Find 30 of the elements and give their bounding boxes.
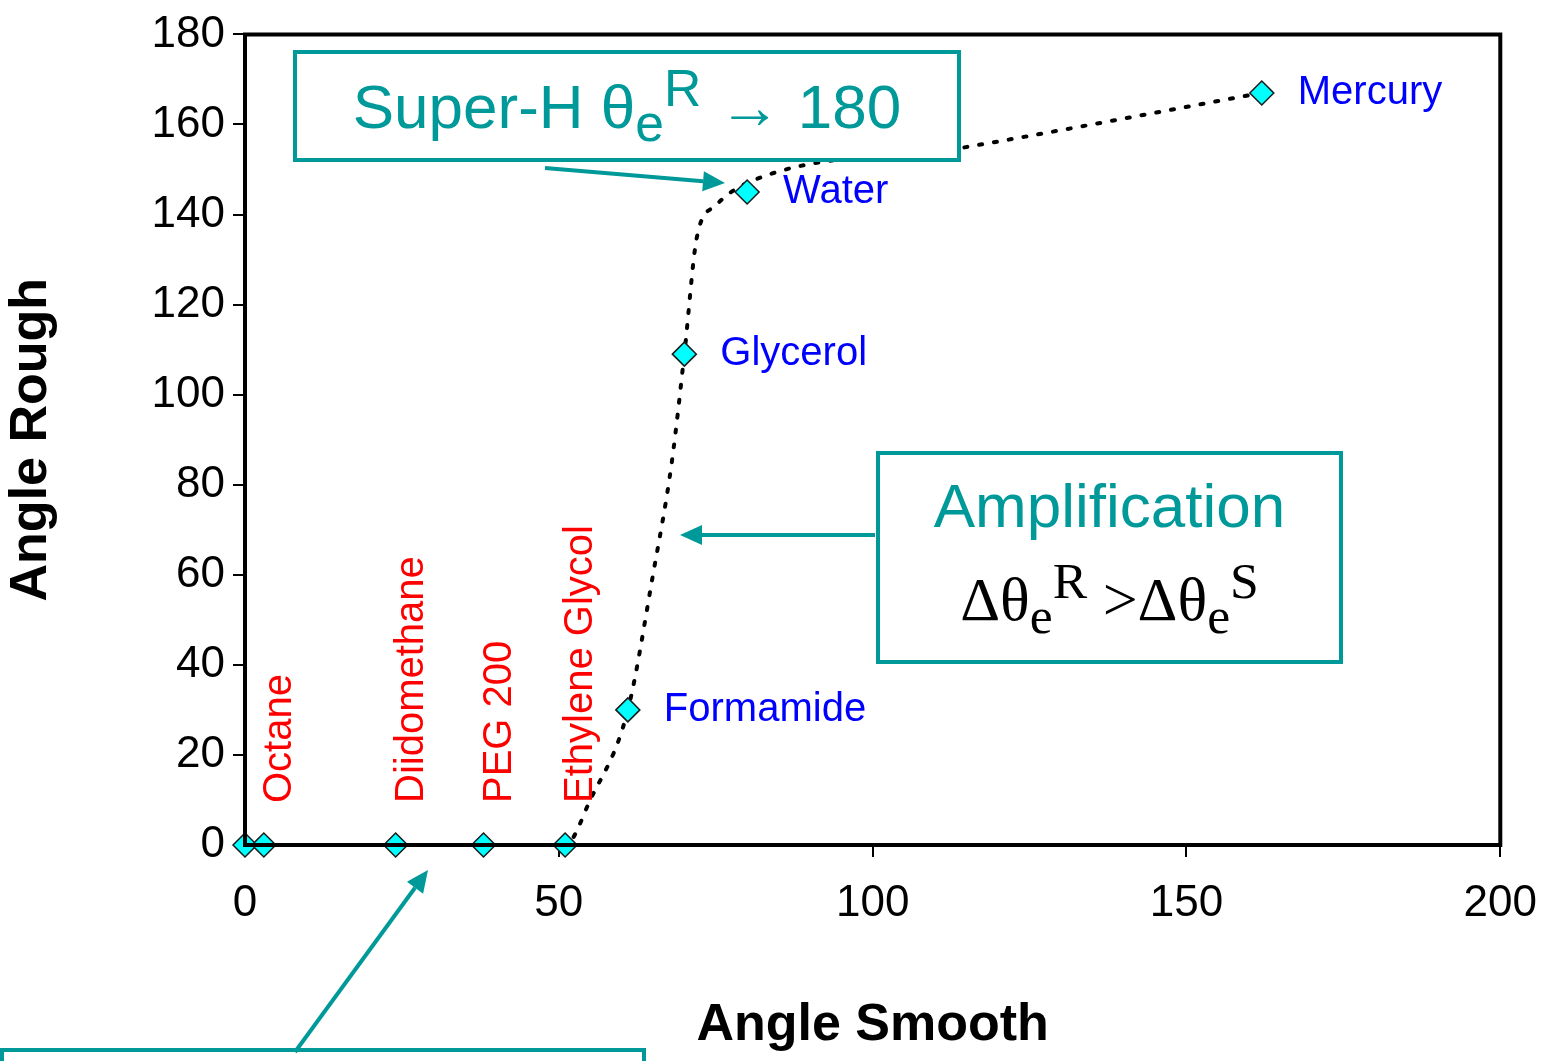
y-axis-title: Angle Rough (0, 277, 57, 602)
annotation: Formamide (663, 684, 867, 729)
y-tick-label: 160 (151, 96, 225, 146)
point (1249, 80, 1275, 106)
x-tick-label: 100 (835, 875, 910, 925)
annotation: Super-H θ$_{e}$$^{R}$ → 180 (351, 57, 903, 154)
y-tick-label: 40 (176, 637, 225, 687)
annotation: Mercury (1297, 67, 1443, 112)
point (734, 179, 760, 205)
annotation: Ethylene Glycol (556, 525, 601, 803)
point (671, 341, 698, 367)
annotation: Water (783, 167, 889, 212)
annotation: Octane (254, 674, 299, 803)
x-axis-title: Angle Smooth (696, 993, 1049, 1052)
point (615, 697, 641, 723)
x-tick-label: 150 (1149, 875, 1224, 925)
x-tick-label: 200 (1463, 875, 1537, 925)
y-tick-label: 60 (176, 546, 225, 596)
annotation: PEG 200 (474, 640, 519, 803)
annotation: Glycerol (720, 329, 868, 374)
y-tick-label: 80 (176, 456, 225, 506)
y-tick-label: 140 (151, 186, 225, 236)
y-tick-label: 100 (151, 366, 225, 416)
annotation: Diidomethane (386, 556, 431, 803)
y-tick-label: 120 (151, 276, 225, 326)
x-tick-label: 50 (534, 875, 584, 925)
y-tick-label: 0 (200, 817, 225, 867)
x-tick-label: 0 (232, 875, 258, 925)
y-tick-label: 180 (151, 6, 225, 56)
y-tick-label: 20 (176, 727, 225, 777)
